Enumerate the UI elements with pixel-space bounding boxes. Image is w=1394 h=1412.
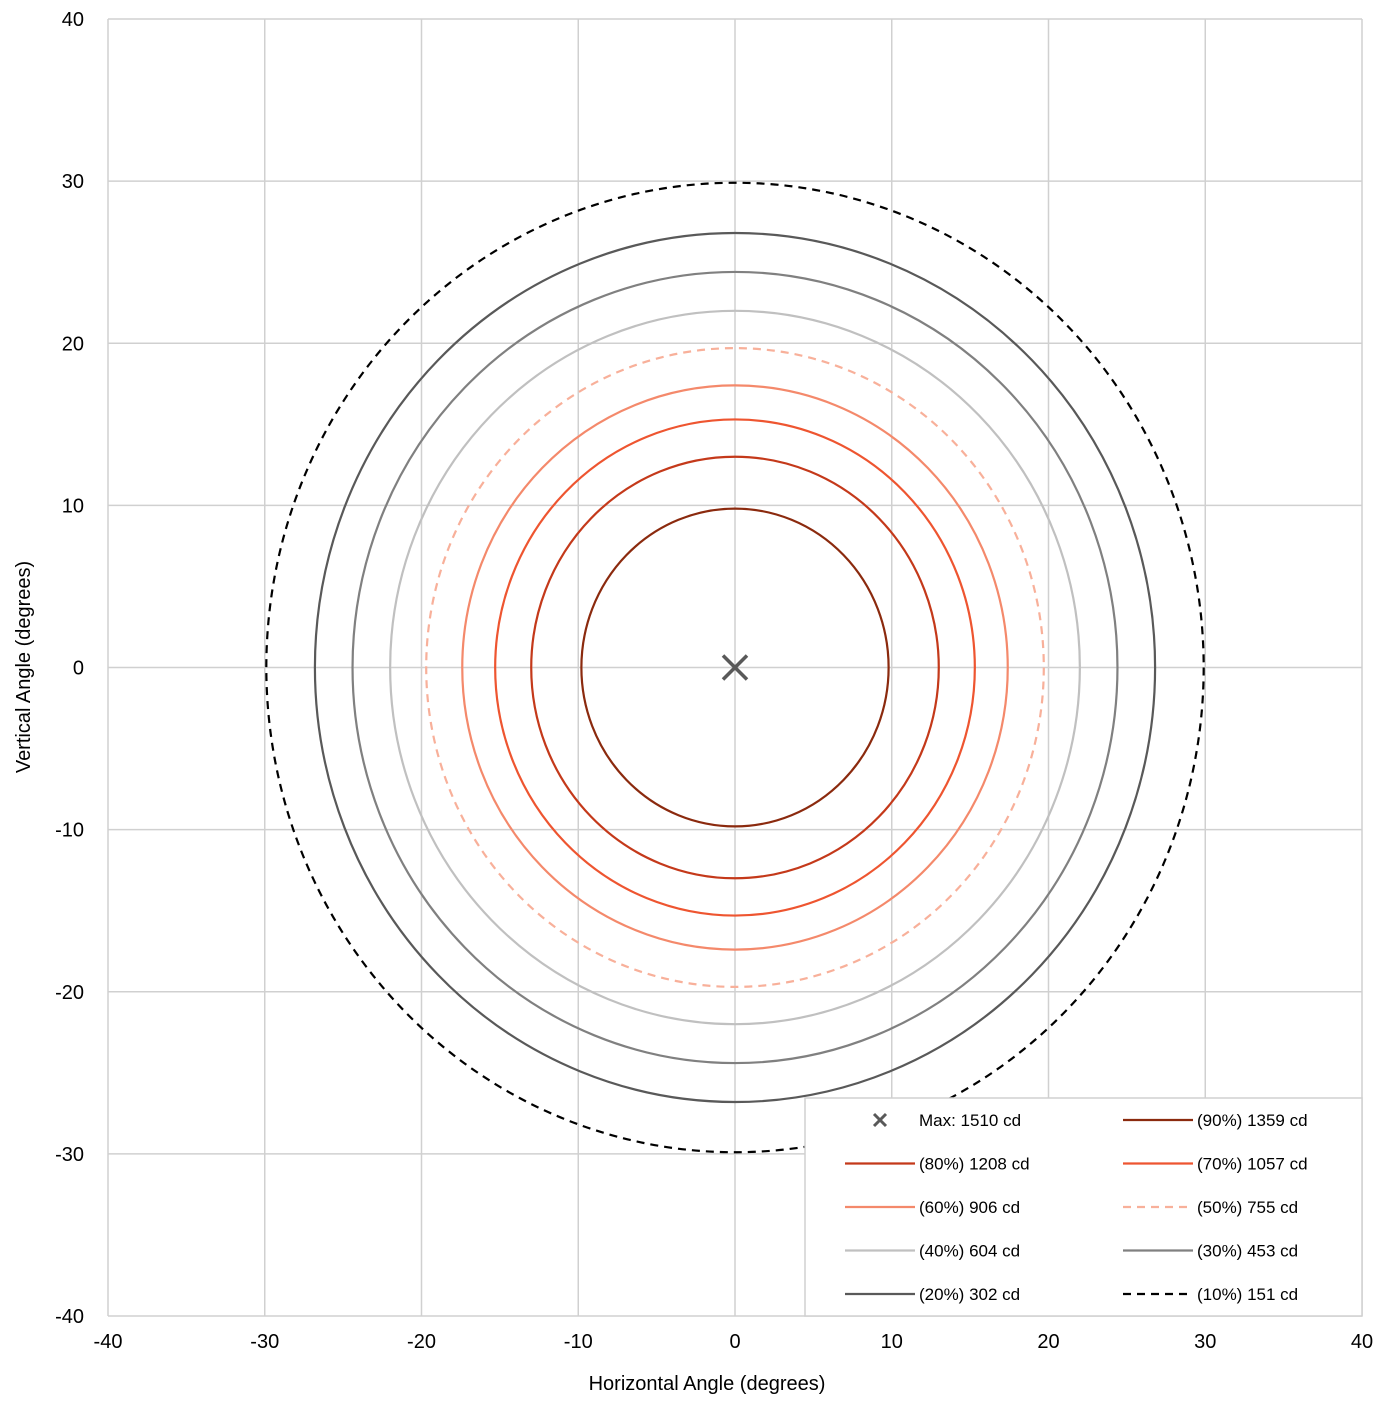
x-tick-label: 20 [1037, 1331, 1059, 1353]
legend-label: (50%) 755 cd [1197, 1198, 1298, 1217]
contour-60-906-cd [461, 384, 1009, 951]
contour-30-453-cd [351, 270, 1119, 1065]
legend-label: (60%) 906 cd [919, 1198, 1020, 1217]
y-tick-label: -20 [55, 982, 84, 1004]
contour-90-1359-cd [580, 507, 890, 828]
y-tick-label: 20 [62, 333, 84, 355]
y-axis-title: Vertical Angle (degrees) [13, 561, 35, 773]
x-tick-label: -10 [564, 1331, 593, 1353]
y-tick-label: -10 [55, 820, 84, 842]
tick-label-layer: -40 -30 -20 -10 0 10 20 30 40 -40 -30 -20 -10 0 10 20 30… [55, 9, 1373, 1353]
x-tick-label: -30 [250, 1331, 279, 1353]
legend-label: (10%) 151 cd [1197, 1285, 1298, 1304]
x-tick-label: 10 [881, 1331, 903, 1353]
contour-10-151-cd [265, 181, 1205, 1154]
x-tick-label: 40 [1351, 1331, 1373, 1353]
legend-label: (80%) 1208 cd [919, 1155, 1030, 1174]
contour-70-1057-cd [494, 418, 976, 917]
legend: Max: 1510 cd (90%) 1359 cd (80%) 1208 cd (7… [804, 1097, 1363, 1317]
legend-label: (40%) 604 cd [919, 1242, 1020, 1261]
legend-max-marker [872, 1112, 888, 1128]
series-layer [265, 181, 1205, 1154]
max-marker-stroke-b [721, 654, 749, 681]
x-tick-label: 30 [1194, 1331, 1216, 1353]
contour-20-302-cd [313, 231, 1157, 1104]
legend-label: (20%) 302 cd [919, 1285, 1020, 1304]
x-tick-label: -40 [94, 1331, 123, 1353]
y-tick-label: -30 [55, 1144, 84, 1166]
y-tick-label: 0 [73, 658, 84, 680]
legend-label: (30%) 453 cd [1197, 1242, 1298, 1261]
contour-50-755-cd [425, 347, 1045, 988]
y-tick-label: 10 [62, 495, 84, 517]
marker-layer [721, 654, 749, 681]
x-tick-label: 0 [729, 1331, 740, 1353]
legend-label: (70%) 1057 cd [1197, 1155, 1308, 1174]
y-tick-label: -40 [55, 1306, 84, 1328]
y-tick-label: 40 [62, 9, 84, 31]
legend-label: (90%) 1359 cd [1197, 1111, 1308, 1130]
x-axis-title: Horizontal Angle (degrees) [589, 1373, 826, 1395]
contour-40-604-cd [389, 309, 1081, 1026]
legend-label: Max: 1510 cd [919, 1111, 1021, 1130]
x-tick-label: -20 [407, 1331, 436, 1353]
y-tick-label: 30 [62, 171, 84, 193]
contour-80-1208-cd [530, 455, 940, 880]
